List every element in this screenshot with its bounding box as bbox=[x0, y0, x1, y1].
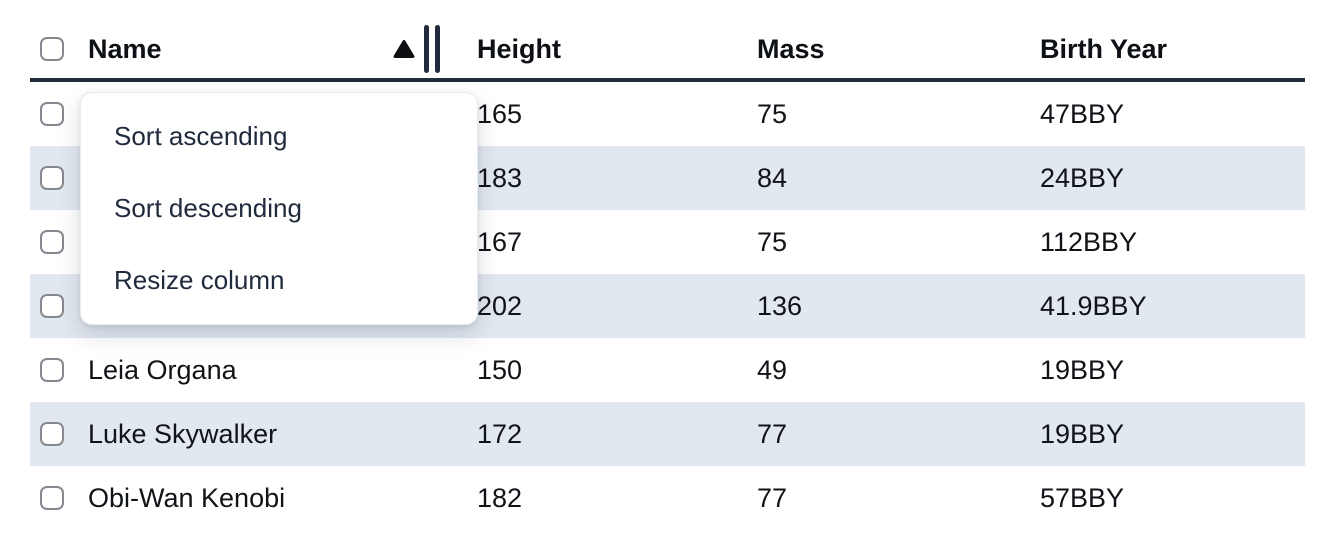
column-resize-handle[interactable] bbox=[424, 25, 440, 73]
cell-mass: 49 bbox=[757, 354, 788, 385]
cell-height: 202 bbox=[477, 290, 523, 321]
column-header-mass-label: Mass bbox=[757, 33, 825, 64]
sort-ascending-icon bbox=[393, 40, 415, 59]
menu-item-sort-descending[interactable]: Sort descending bbox=[114, 193, 302, 223]
cell-name: Obi-Wan Kenobi bbox=[88, 482, 286, 511]
select-all-checkbox[interactable] bbox=[40, 37, 64, 61]
row-select-cell bbox=[30, 82, 78, 146]
cell-mass: 75 bbox=[757, 226, 788, 257]
cell-birth-year: 19BBY bbox=[1040, 418, 1125, 449]
column-header-menu: Sort ascending Sort descending Resize co… bbox=[80, 92, 478, 325]
table-row: Luke Skywalker 172 77 19BBY bbox=[30, 402, 1305, 466]
cell-name: Luke Skywalker bbox=[88, 418, 278, 449]
row-checkbox[interactable] bbox=[40, 422, 64, 446]
row-select-cell bbox=[30, 274, 78, 338]
cell-height: 172 bbox=[477, 418, 523, 449]
cell-name: Leia Organa bbox=[88, 354, 237, 385]
column-header-mass[interactable]: Mass bbox=[747, 20, 1030, 78]
column-header-height-label: Height bbox=[477, 33, 561, 64]
cell-height: 183 bbox=[477, 162, 523, 193]
row-checkbox[interactable] bbox=[40, 166, 64, 190]
column-header-name-label: Name bbox=[88, 33, 162, 64]
cell-birth-year: 24BBY bbox=[1040, 162, 1125, 193]
cell-height: 165 bbox=[477, 98, 523, 129]
table-row: Obi-Wan Kenobi 182 77 57BBY bbox=[30, 466, 1305, 510]
cell-birth-year: 41.9BBY bbox=[1040, 290, 1147, 321]
row-select-cell bbox=[30, 146, 78, 210]
row-checkbox[interactable] bbox=[40, 358, 64, 382]
table-header-row: Name Height Mass Birth Year bbox=[30, 0, 1305, 82]
row-checkbox[interactable] bbox=[40, 102, 64, 126]
cell-mass: 77 bbox=[757, 482, 788, 511]
column-header-birth-year-label: Birth Year bbox=[1040, 33, 1168, 64]
cell-height: 182 bbox=[477, 482, 523, 511]
resize-bar-icon bbox=[424, 25, 429, 73]
column-header-height[interactable]: Height bbox=[467, 20, 747, 78]
row-checkbox[interactable] bbox=[40, 230, 64, 254]
row-select-cell bbox=[30, 210, 78, 274]
data-table: Name Height Mass Birth Year bbox=[30, 0, 1305, 510]
column-header-birth-year[interactable]: Birth Year bbox=[1030, 20, 1305, 78]
cell-mass: 84 bbox=[757, 162, 788, 193]
table-row: Leia Organa 150 49 19BBY bbox=[30, 338, 1305, 402]
cell-mass: 77 bbox=[757, 418, 788, 449]
cell-mass: 136 bbox=[757, 290, 803, 321]
menu-item-resize-column[interactable]: Resize column bbox=[114, 264, 285, 295]
cell-height: 150 bbox=[477, 354, 523, 385]
cell-birth-year: 47BBY bbox=[1040, 98, 1125, 129]
row-select-cell bbox=[30, 338, 78, 402]
column-header-name[interactable]: Name bbox=[78, 20, 467, 78]
row-checkbox[interactable] bbox=[40, 486, 64, 510]
cell-mass: 75 bbox=[757, 98, 788, 129]
cell-birth-year: 19BBY bbox=[1040, 354, 1125, 385]
cell-birth-year: 112BBY bbox=[1040, 226, 1138, 257]
row-select-cell bbox=[30, 466, 78, 510]
cell-height: 167 bbox=[477, 226, 523, 257]
header-select-cell bbox=[30, 20, 78, 78]
menu-item-sort-ascending[interactable]: Sort ascending bbox=[114, 121, 288, 152]
cell-birth-year: 57BBY bbox=[1040, 482, 1125, 511]
row-checkbox[interactable] bbox=[40, 294, 64, 318]
resize-bar-icon bbox=[435, 25, 440, 73]
row-select-cell bbox=[30, 402, 78, 466]
